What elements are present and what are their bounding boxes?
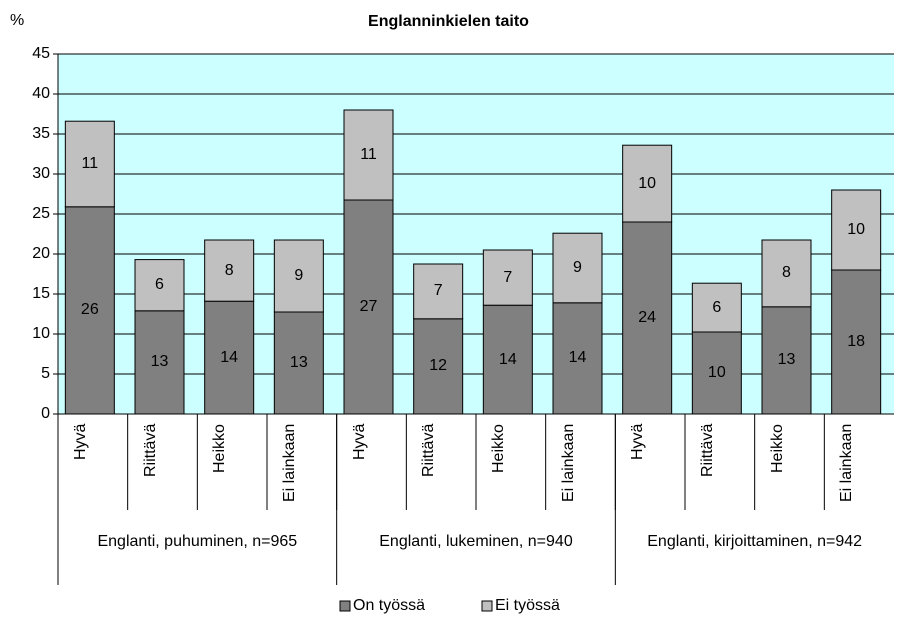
bar-segment — [64, 120, 115, 208]
x-tick-label: Riittävä — [141, 424, 159, 478]
data-label: 26 — [80, 301, 99, 319]
data-label: 14 — [220, 348, 239, 366]
data-label: 7 — [433, 282, 443, 300]
y-tick-label: 0 — [41, 405, 50, 422]
x-tick-label: Heikko — [211, 424, 229, 473]
y-tick-label: 5 — [41, 365, 50, 382]
bar-segment — [761, 239, 812, 308]
data-label: 8 — [782, 264, 791, 282]
bar-segment — [273, 239, 324, 313]
data-label: 14 — [568, 349, 587, 367]
data-label: 6 — [712, 298, 722, 316]
bar-segment — [204, 300, 255, 415]
x-tick-label: Hyvä — [629, 424, 647, 461]
data-label: 12 — [429, 357, 448, 375]
bar-segment — [831, 189, 882, 271]
bar-segment — [343, 109, 394, 201]
x-tick-label: Ei lainkaan — [280, 424, 298, 503]
plot-area — [58, 54, 894, 414]
legend-label: Ei työssä — [495, 597, 560, 614]
data-label: 11 — [360, 146, 377, 163]
x-tick-label: Hyvä — [350, 424, 368, 461]
legend-swatch — [481, 600, 493, 612]
x-tick-label: Riittävä — [420, 424, 438, 478]
x-tick-label: Ei lainkaan — [838, 424, 856, 503]
x-tick-label: Ei lainkaan — [559, 424, 577, 503]
data-label: 9 — [294, 267, 304, 284]
data-label: 27 — [359, 298, 378, 315]
data-label: 10 — [847, 221, 866, 238]
data-label: 24 — [638, 309, 657, 326]
legend-swatch — [339, 600, 351, 612]
bar-segment — [691, 331, 742, 415]
bar-segment — [482, 304, 533, 415]
y-tick-label: 15 — [32, 285, 50, 302]
group-label: Englanti, lukeminen, n=940 — [379, 533, 573, 550]
data-label: 8 — [224, 261, 234, 279]
y-axis-label: % — [10, 12, 25, 29]
x-tick-label: Heikko — [768, 424, 786, 473]
y-tick-label: 25 — [32, 205, 50, 222]
legend-label: On työssä — [353, 597, 426, 614]
data-label: 9 — [573, 259, 582, 276]
data-label: 11 — [81, 155, 99, 172]
data-label: 14 — [498, 350, 517, 368]
group-label: Englanti, kirjoittaminen, n=942 — [647, 533, 863, 550]
x-tick-label: Heikko — [489, 424, 507, 473]
bar-segment — [622, 144, 673, 223]
x-tick-label: Hyvä — [71, 424, 89, 461]
bar-segment — [413, 263, 464, 320]
bar-segment — [691, 282, 742, 333]
y-tick-label: 45 — [32, 45, 50, 62]
data-label: 10 — [707, 364, 726, 381]
data-label: 6 — [155, 276, 164, 294]
bar-segment — [204, 239, 255, 302]
data-label: 10 — [638, 174, 657, 192]
bar-segment — [552, 232, 603, 304]
group-label: Englanti, puhuminen, n=965 — [97, 533, 298, 550]
data-label: 7 — [503, 268, 513, 286]
y-tick-label: 10 — [32, 325, 50, 342]
bar-segment — [413, 318, 464, 415]
bar-segment — [343, 199, 394, 415]
y-tick-label: 30 — [32, 165, 50, 182]
bar-segment — [64, 206, 115, 415]
y-tick-label: 40 — [32, 85, 50, 102]
chart-title: Englanninkielen taito — [368, 13, 529, 30]
data-label: 13 — [150, 353, 169, 371]
bar-segment — [134, 259, 185, 312]
bar-segment — [831, 269, 882, 415]
y-tick-label: 35 — [32, 125, 50, 142]
data-label: 13 — [289, 354, 308, 371]
data-label: 13 — [777, 351, 796, 369]
x-tick-label: Riittävä — [698, 424, 716, 478]
data-label: 18 — [847, 333, 866, 350]
bar-segment — [482, 249, 533, 306]
y-tick-label: 20 — [32, 245, 50, 262]
